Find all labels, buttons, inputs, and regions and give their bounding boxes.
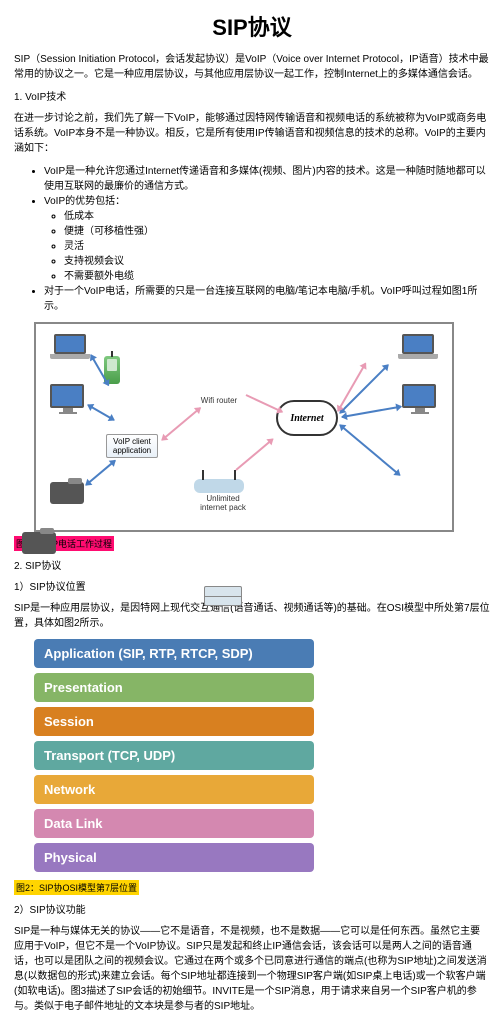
list-item: 支持视频会议 <box>64 254 490 269</box>
wifi-label: Wifi router <box>194 396 244 405</box>
arrow <box>161 407 201 441</box>
list-item: 灵活 <box>64 239 490 254</box>
arrow <box>337 363 366 412</box>
osi-application-layer: Application (SIP, RTP, RTCP, SDP) <box>34 639 314 668</box>
section-1-para: 在进一步讨论之前，我们先了解一下VoIP，能够通过因特网传输语音和视频电话的系统… <box>14 111 490 156</box>
figure-2-osi-stack: Application (SIP, RTP, RTCP, SDP) Presen… <box>34 639 314 872</box>
osi-physical-layer: Physical <box>34 843 314 872</box>
server-icon <box>204 586 242 606</box>
list-item: VoIP的优势包括： 低成本 便捷（可移植性强） 灵活 支持视频会议 不需要额外… <box>44 194 490 284</box>
list-item: 低成本 <box>64 209 490 224</box>
intro-paragraph: SIP（Session Initiation Protocol，会话发起协议）是… <box>14 52 490 82</box>
list-item: 对于一个VoIP电话，所需要的只是一台连接互联网的电脑/笔记本电脑/手机。VoI… <box>44 284 490 314</box>
arrow <box>339 364 388 413</box>
monitor-icon <box>402 384 438 416</box>
figure-2-caption: 图2：SIP协OSI模型第7层位置 <box>14 880 139 895</box>
list-item: VoIP是一种允许您通过Internet传递语音和多媒体(视频、图片)内容的技术… <box>44 164 490 194</box>
figure-1-voip-diagram: VoIP client application Wifi router Inte… <box>34 322 454 532</box>
section-2-2-heading: 2）SIP协议功能 <box>14 903 490 918</box>
arrow <box>85 460 115 486</box>
osi-session-layer: Session <box>34 707 314 736</box>
laptop-icon <box>50 334 90 364</box>
section-2-heading: 2. SIP协议 <box>14 559 490 574</box>
osi-network-layer: Network <box>34 775 314 804</box>
arrow <box>235 438 273 470</box>
desk-phone-icon <box>22 532 56 554</box>
list-item: 不需要额外电缆 <box>64 269 490 284</box>
list-item: 便捷（可移植性强） <box>64 224 490 239</box>
wifi-router-icon <box>194 479 244 493</box>
laptop-icon <box>398 334 438 364</box>
osi-transport-layer: Transport (TCP, UDP) <box>34 741 314 770</box>
voip-client-box: VoIP client application <box>106 434 158 458</box>
arrow <box>88 404 115 421</box>
voip-list: VoIP是一种允许您通过Internet传递语音和多媒体(视频、图片)内容的技术… <box>14 164 490 314</box>
internet-cloud-icon: Internet <box>276 400 338 436</box>
desk-phone-icon <box>50 482 84 504</box>
section-1-heading: 1. VoIP技术 <box>14 90 490 105</box>
osi-presentation-layer: Presentation <box>34 673 314 702</box>
page-title: SIP协议 <box>14 10 490 42</box>
monitor-icon <box>50 384 86 416</box>
section-2-1-heading: 1）SIP协议位置 <box>14 580 490 595</box>
internet-pack-label: Unlimited internet pack <box>194 494 252 512</box>
arrow <box>339 424 400 476</box>
arrow <box>246 394 283 413</box>
arrow <box>342 406 401 418</box>
section-2-2-para: SIP是一种与媒体无关的协议——它不是语音，不是视频，也不是数据——它可以是任何… <box>14 924 490 1014</box>
osi-datalink-layer: Data Link <box>34 809 314 838</box>
section-2-1-para: SIP是一种应用层协议，是因特网上现代交互通信(语音通话、视频通话等)的基础。在… <box>14 601 490 631</box>
